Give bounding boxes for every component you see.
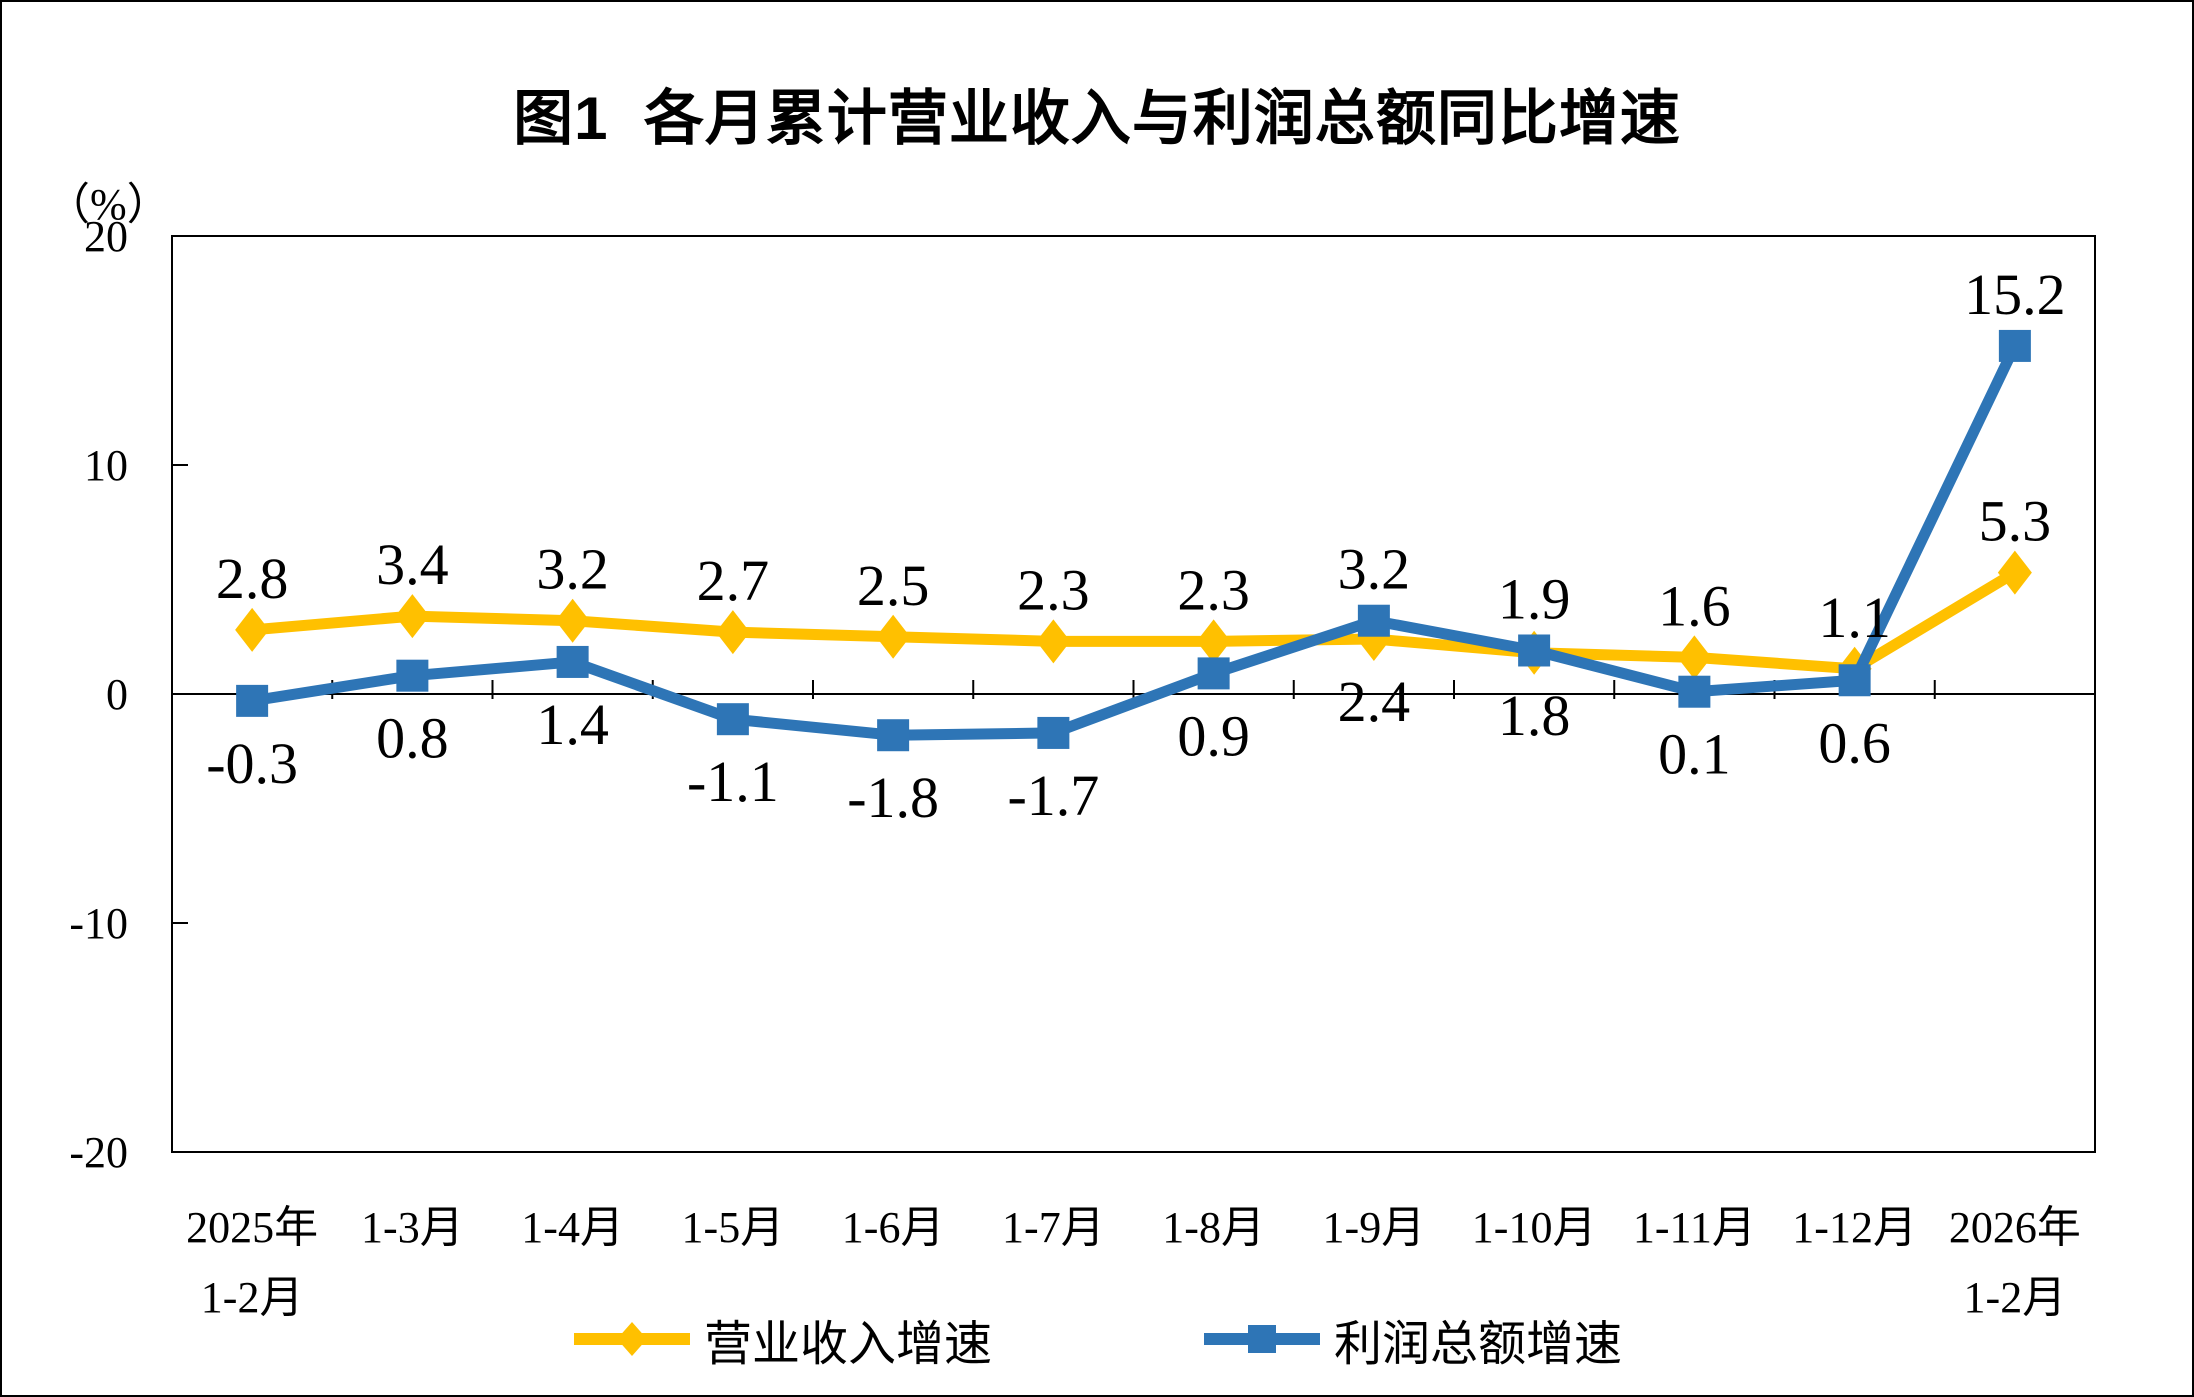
profit-data-label: 15.2 (1964, 262, 2066, 327)
x-category-label: 1-5月 (682, 1203, 785, 1252)
x-category-label: 2026年 1-2月 (1949, 1203, 2081, 1322)
profit-marker (1197, 657, 1230, 690)
profit-data-label: 0.6 (1818, 710, 1891, 775)
legend: 营业收入增速 利润总额增速 (2, 1304, 2192, 1374)
legend-item-profit: 利润总额增速 (1202, 1304, 1622, 1374)
profit-marker (236, 684, 269, 717)
y-tick-label: -20 (69, 1128, 128, 1177)
revenue-marker (1196, 619, 1231, 664)
x-category-label: 1-8月 (1162, 1203, 1265, 1252)
profit-data-label: 1.9 (1498, 566, 1571, 631)
y-axis-unit-label: （%） (46, 180, 171, 229)
x-category-label: 1-10月 (1472, 1203, 1597, 1252)
x-category-label: 1-7月 (1002, 1203, 1105, 1252)
profit-data-label: -0.3 (206, 731, 298, 796)
revenue-data-label: 3.4 (376, 532, 449, 597)
profit-data-label: 0.8 (376, 706, 449, 771)
legend-label-profit: 利润总额增速 (1334, 1318, 1623, 1371)
profit-legend-marker (1248, 1325, 1276, 1353)
profit-marker (1998, 329, 2031, 362)
profit-square-icon (1204, 1325, 1320, 1353)
profit-data-label: 3.2 (1338, 537, 1411, 602)
profit-data-label: -1.8 (847, 765, 939, 830)
revenue-legend-marker (616, 1322, 647, 1356)
revenue-data-label: 1.1 (1818, 585, 1891, 650)
y-tick-label: 0 (106, 670, 128, 719)
revenue-marker (1997, 550, 2032, 595)
revenue-data-label: 2.4 (1338, 669, 1411, 734)
revenue-data-label: 2.3 (1177, 557, 1250, 622)
revenue-marker (876, 614, 911, 659)
revenue-diamond-icon (573, 1322, 690, 1356)
profit-data-label: -1.7 (1007, 763, 1099, 828)
profit-marker (877, 719, 910, 752)
x-category-label: 2025年 1-2月 (186, 1203, 318, 1322)
x-category-label: 1-11月 (1633, 1203, 1756, 1252)
profit-data-label: 0.1 (1658, 722, 1731, 787)
revenue-marker (235, 607, 270, 652)
profit-marker (556, 645, 589, 678)
profit-marker (1037, 716, 1070, 749)
x-category-label: 1-9月 (1323, 1203, 1426, 1252)
profit-marker (1357, 604, 1390, 637)
revenue-data-label: 3.2 (536, 537, 609, 602)
x-category-label: 1-12月 (1792, 1203, 1917, 1252)
x-category-label: 1-4月 (521, 1203, 624, 1252)
profit-data-label: 1.4 (536, 692, 609, 757)
y-tick-label: 20 (84, 212, 128, 261)
x-category-label: 1-3月 (361, 1203, 464, 1252)
profit-marker (396, 659, 429, 692)
legend-label-revenue: 营业收入增速 (703, 1318, 992, 1371)
profit-data-label: -1.1 (687, 749, 779, 814)
revenue-data-label: 1.8 (1498, 683, 1571, 748)
revenue-data-label: 2.7 (697, 548, 770, 613)
revenue-series-line (246, 567, 2021, 675)
profit-series-line (246, 340, 2021, 741)
revenue-data-label: 5.3 (1979, 489, 2052, 554)
y-tick-label: 10 (84, 441, 128, 490)
revenue-marker (1036, 619, 1071, 664)
profit-marker (1678, 675, 1711, 708)
revenue-data-label: 2.8 (216, 546, 289, 611)
revenue-data-label: 1.6 (1658, 573, 1731, 638)
profit-marker (1518, 634, 1551, 667)
revenue-marker (555, 598, 590, 643)
profit-marker (716, 703, 749, 736)
chart-title: 图1 各月累计营业收入与利润总额同比增速 (513, 85, 1681, 152)
legend-item-revenue: 营业收入增速 (572, 1304, 992, 1374)
profit-marker (1838, 664, 1871, 697)
revenue-data-label: 2.3 (1017, 557, 1090, 622)
revenue-marker (395, 594, 430, 639)
revenue-marker (715, 610, 750, 655)
x-category-label: 1-6月 (842, 1203, 945, 1252)
y-tick-label: -10 (69, 899, 128, 948)
revenue-data-label: 2.5 (857, 553, 930, 618)
profit-data-label: 0.9 (1177, 703, 1250, 768)
revenue-marker (1677, 635, 1712, 680)
